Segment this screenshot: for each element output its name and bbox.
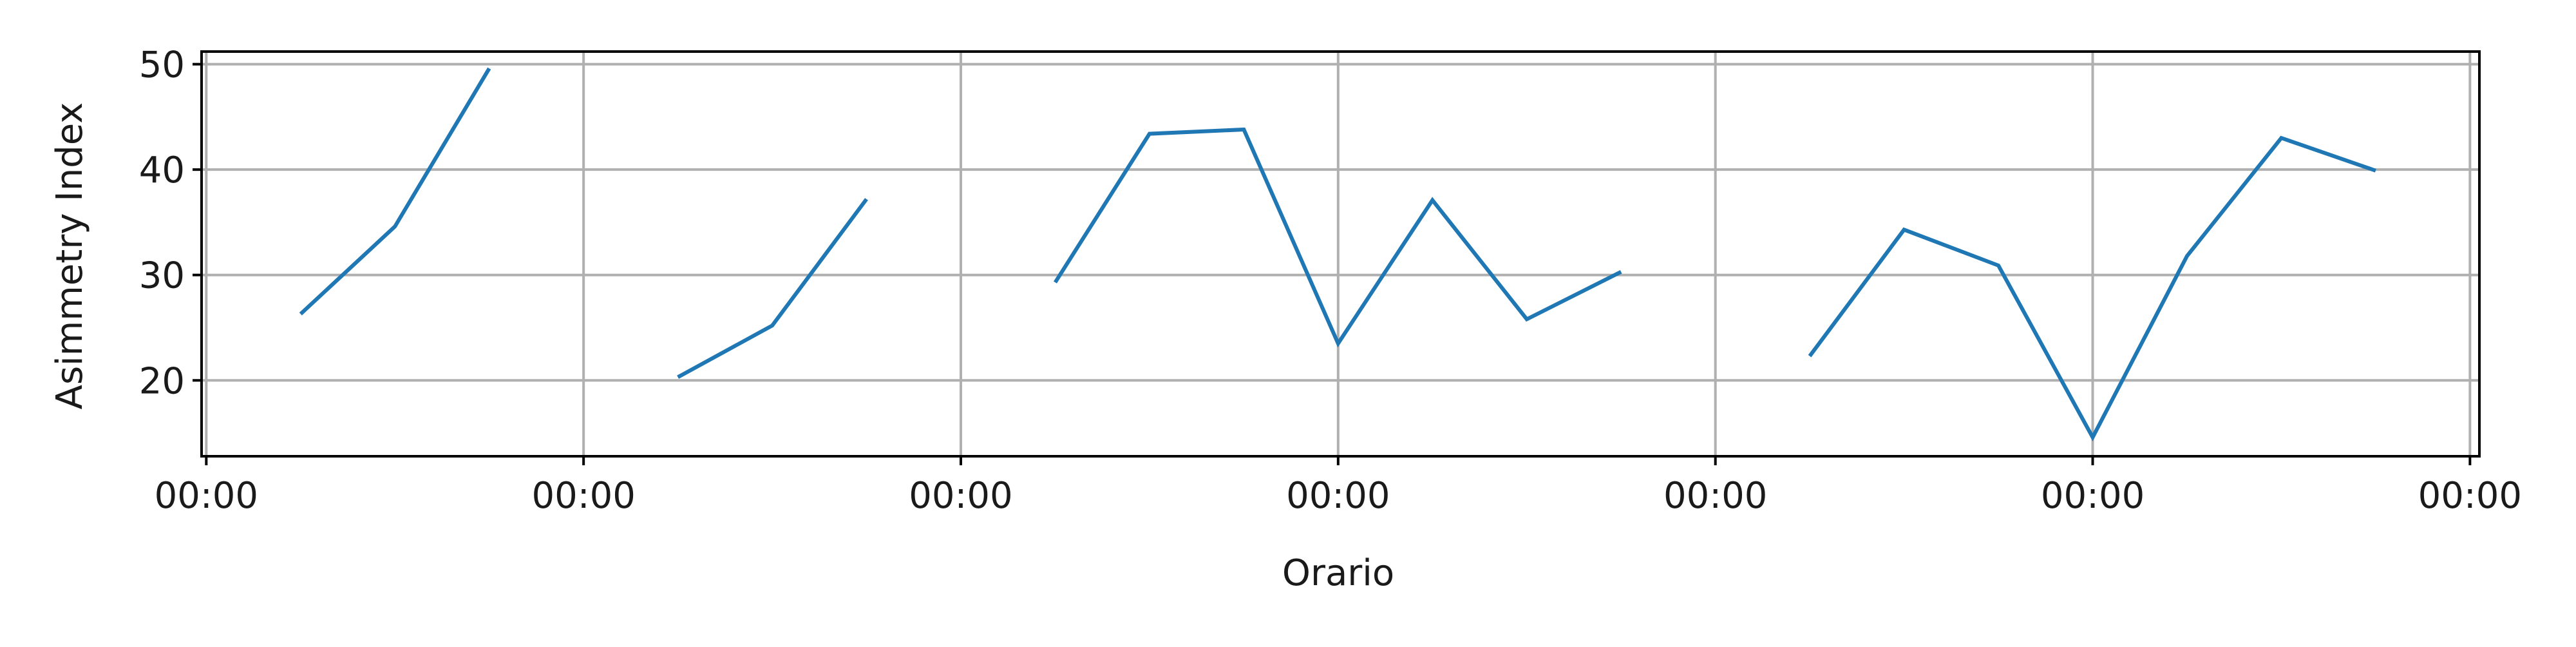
x-tick-label: 00:00 (155, 475, 258, 517)
series-line-segment (1053, 127, 1622, 348)
y-axis-title: Asimmetry Index (49, 102, 91, 410)
series-line-segment (1808, 135, 2376, 441)
series-line-segment (677, 198, 868, 379)
x-tick-label: 00:00 (1663, 475, 1767, 517)
plot-frame (200, 50, 2481, 458)
grid (202, 52, 2479, 456)
y-tick-label: 50 (139, 44, 185, 86)
x-tick-label: 00:00 (909, 475, 1012, 517)
x-tick-label: 00:00 (531, 475, 635, 517)
y-tick-label: 20 (139, 360, 185, 402)
x-tick-label: 00:00 (2041, 475, 2145, 517)
x-tick-label: 00:00 (2418, 475, 2522, 517)
x-axis-title: Orario (1282, 552, 1394, 594)
y-axis-ticks: 20 30 40 50 (139, 44, 202, 402)
x-tick-label: 00:00 (1286, 475, 1390, 517)
y-tick-label: 30 (139, 255, 185, 297)
y-tick-label: 40 (139, 150, 185, 191)
x-axis-ticks: 00:00 00:00 00:00 00:00 00:00 00:00 00:00 (155, 456, 2522, 517)
series-line-segment (299, 67, 491, 316)
series-lines (299, 67, 2376, 441)
